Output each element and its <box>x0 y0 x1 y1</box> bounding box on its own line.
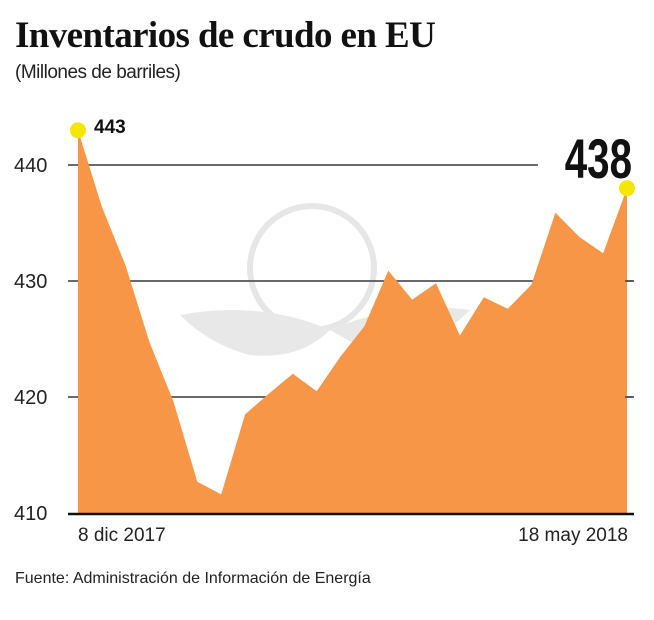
last-point-marker <box>619 180 635 197</box>
area-series <box>78 130 627 513</box>
first-value-label: 443 <box>94 117 126 138</box>
first-point-marker <box>70 122 86 139</box>
last-value-label: 438 <box>565 129 632 191</box>
y-tick-label: 410 <box>14 503 47 525</box>
chart-subtitle: (Millones de barriles) <box>15 62 181 83</box>
chart-title: Inventarios de crudo en EU <box>15 15 436 56</box>
y-tick-label: 440 <box>14 155 47 177</box>
x-label-end: 18 may 2018 <box>518 525 628 546</box>
y-tick-label: 420 <box>14 387 47 409</box>
source-note: Fuente: Administración de Información de… <box>15 570 371 587</box>
y-tick-label: 430 <box>14 271 47 293</box>
x-label-start: 8 dic 2017 <box>78 525 166 546</box>
